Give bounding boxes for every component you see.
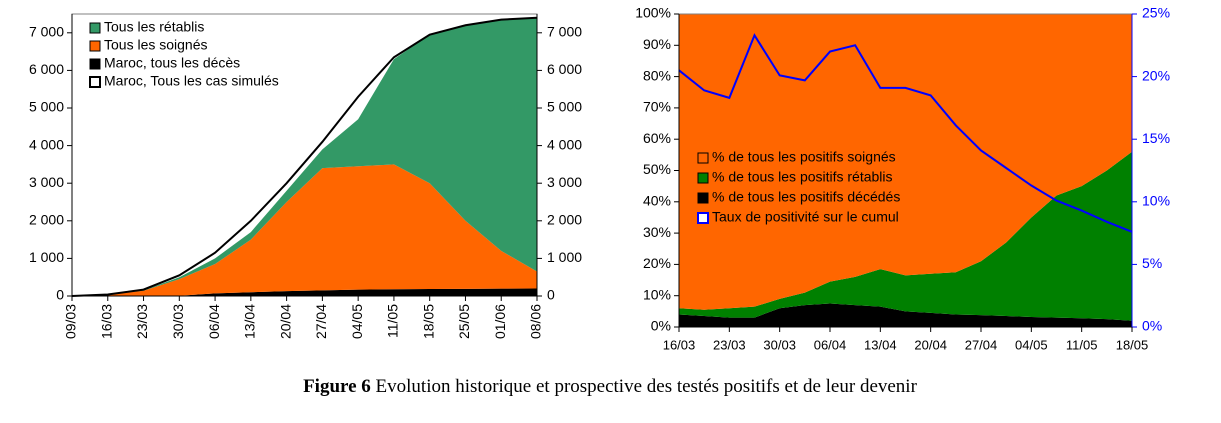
- legend-swatch: [89, 22, 101, 34]
- x-tick-label: 13/04: [864, 337, 897, 352]
- x-tick-label: 01/06: [492, 304, 508, 339]
- y-tick-label: 80%: [643, 67, 671, 83]
- y2-tick-label: 6 000: [547, 61, 582, 77]
- y2-tick-label: 1 000: [547, 249, 582, 265]
- y-tick-label: 6 000: [29, 61, 64, 77]
- x-tick-label: 04/05: [1015, 337, 1048, 352]
- x-tick-label: 16/03: [98, 304, 114, 339]
- x-tick-label: 13/04: [242, 304, 258, 339]
- y-tick-label: 3 000: [29, 174, 64, 190]
- y-tick-label: 100%: [635, 5, 671, 21]
- y-tick-label: 90%: [643, 36, 671, 52]
- area-segment: [72, 288, 537, 296]
- legend-swatch: [697, 192, 709, 204]
- y2-tick-label: 20%: [1142, 67, 1170, 83]
- x-tick-label: 30/03: [170, 304, 186, 339]
- y2-tick-label: 7 000: [547, 24, 582, 40]
- legend-swatch: [89, 76, 101, 88]
- y-tick-label: 10%: [643, 286, 671, 302]
- y2-tick-label: 15%: [1142, 130, 1170, 146]
- y-tick-label: 70%: [643, 99, 671, 115]
- legend-label: Tous les rétablis: [104, 19, 204, 35]
- y2-tick-label: 5%: [1142, 255, 1162, 271]
- y-tick-label: 40%: [643, 193, 671, 209]
- y2-tick-label: 10%: [1142, 193, 1170, 209]
- legend-label: % de tous les positifs rétablis: [712, 169, 893, 185]
- y2-tick-label: 0: [547, 287, 555, 303]
- y-tick-label: 60%: [643, 130, 671, 146]
- legend-label: % de tous les positifs décédés: [712, 189, 900, 205]
- x-tick-label: 06/04: [814, 337, 847, 352]
- legend-swatch: [697, 152, 709, 164]
- caption-label: Figure 6: [303, 376, 371, 397]
- y-tick-label: 7 000: [29, 24, 64, 40]
- y-tick-label: 0%: [651, 318, 671, 334]
- legend-label: Maroc, Tous les cas simulés: [104, 73, 279, 89]
- line: [71, 16, 538, 297]
- y-tick-label: 5 000: [29, 99, 64, 115]
- caption: Figure 6 Evolution historique et prospec…: [303, 376, 918, 397]
- x-tick-label: 09/03: [63, 304, 79, 339]
- y-tick-label: 4 000: [29, 136, 64, 152]
- y2-tick-label: 4 000: [547, 136, 582, 152]
- area-segment: [72, 17, 537, 296]
- area-segment: [72, 164, 537, 296]
- x-tick-label: 30/03: [763, 337, 796, 352]
- x-tick-label: 20/04: [277, 304, 293, 339]
- x-tick-label: 20/04: [914, 337, 947, 352]
- x-tick-label: 08/06: [528, 304, 544, 339]
- y2-tick-label: 25%: [1142, 5, 1170, 21]
- area-segment: [679, 303, 1132, 327]
- x-tick-label: 18/05: [420, 304, 436, 339]
- x-tick-label: 25/05: [456, 304, 472, 339]
- x-tick-label: 23/03: [134, 304, 150, 339]
- x-tick-label: 11/05: [1066, 337, 1098, 352]
- x-tick-label: 11/05: [385, 304, 401, 338]
- area-segment: [679, 151, 1132, 321]
- legend-label: % de tous les positifs soignés: [712, 149, 896, 165]
- x-tick-label: 18/05: [1116, 337, 1149, 352]
- x-tick-label: 16/03: [663, 337, 696, 352]
- legend-label: Tous les soignés: [104, 37, 208, 53]
- y-tick-label: 20%: [643, 255, 671, 271]
- y2-tick-label: 5 000: [547, 99, 582, 115]
- x-tick-label: 27/04: [313, 304, 329, 339]
- y2-tick-label: 3 000: [547, 174, 582, 190]
- legend-label: Maroc, tous les décès: [104, 55, 240, 71]
- y-tick-label: 50%: [643, 161, 671, 177]
- line: [678, 33, 1133, 233]
- area-segment: [679, 14, 1132, 310]
- y-tick-label: 30%: [643, 224, 671, 240]
- legend-swatch: [697, 212, 709, 224]
- legend-label: Taux de positivité sur le cumul: [712, 209, 899, 225]
- y2-tick-label: 2 000: [547, 212, 582, 228]
- legend-swatch: [89, 58, 101, 70]
- y-tick-label: 2 000: [29, 212, 64, 228]
- caption-text: Evolution historique et prospective des …: [371, 376, 918, 397]
- x-tick-label: 27/04: [965, 337, 998, 352]
- legend-swatch: [89, 40, 101, 52]
- y2-tick-label: 0%: [1142, 318, 1162, 334]
- x-tick-label: 06/04: [206, 304, 222, 339]
- x-tick-label: 23/03: [713, 337, 746, 352]
- y-tick-label: 1 000: [29, 249, 64, 265]
- y-tick-label: 0: [56, 287, 64, 303]
- x-tick-label: 04/05: [349, 304, 365, 339]
- legend-swatch: [697, 172, 709, 184]
